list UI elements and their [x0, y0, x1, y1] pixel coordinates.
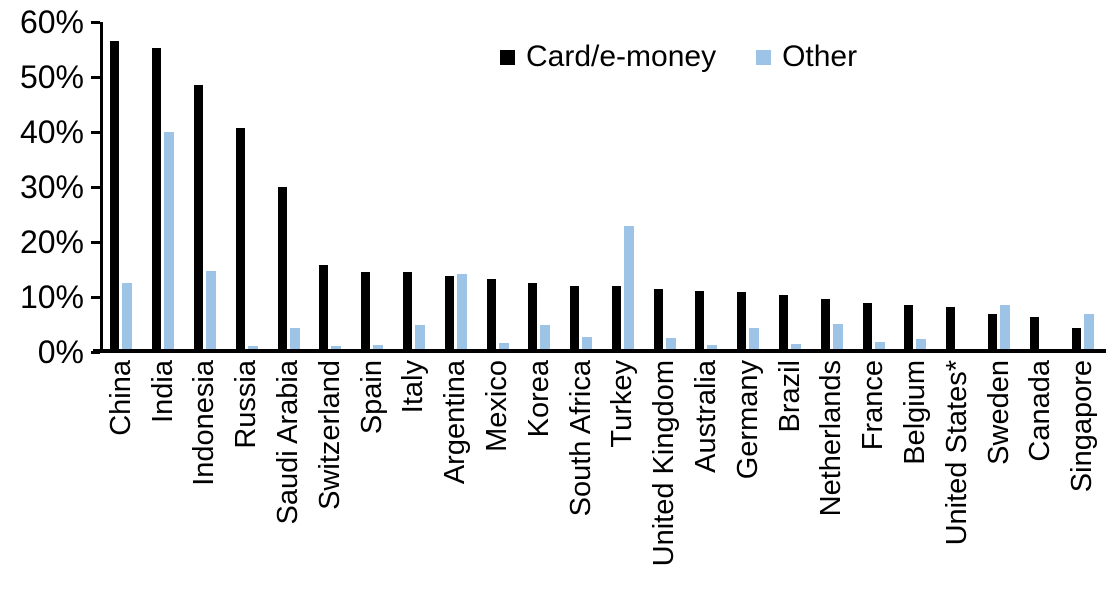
- bar-other: [456, 274, 467, 351]
- bar-other: [582, 337, 593, 351]
- y-axis-tick-label: 60%: [19, 4, 84, 40]
- x-axis-label: Australia: [689, 360, 722, 473]
- x-axis-label: France: [857, 360, 890, 451]
- x-axis-label: South Africa: [564, 360, 597, 517]
- y-axis-tick-label: 40%: [19, 114, 84, 150]
- bar-card-emoney: [444, 276, 454, 351]
- bar-other: [1083, 313, 1094, 351]
- y-axis-tick: [91, 295, 100, 299]
- bar-card-emoney: [1071, 328, 1081, 351]
- bar-other: [331, 346, 342, 351]
- x-axis-label: Spain: [355, 360, 388, 435]
- y-axis-tick-label: 10%: [19, 279, 84, 315]
- y-axis: [100, 22, 103, 352]
- x-axis-label: United Kingdom: [648, 360, 681, 567]
- bar-card-emoney: [402, 272, 412, 351]
- card-emoney-swatch-icon: [500, 49, 515, 65]
- bar-other: [791, 343, 802, 351]
- bar-card-emoney: [695, 291, 705, 351]
- x-axis-label: Belgium: [898, 360, 931, 465]
- x-axis-label: Indonesia: [188, 360, 221, 486]
- bar-other: [289, 328, 300, 351]
- bar-card-emoney: [110, 41, 120, 351]
- bar-card-emoney: [193, 84, 203, 351]
- x-axis-label: Singapore: [1066, 360, 1099, 493]
- bar-card-emoney: [779, 295, 789, 351]
- x-axis-label: Germany: [731, 360, 764, 480]
- bar-card-emoney: [611, 286, 621, 351]
- bar-card-emoney: [904, 305, 914, 351]
- x-axis-label: Saudi Arabia: [272, 360, 305, 525]
- bar-card-emoney: [319, 264, 329, 351]
- bar-other: [916, 339, 927, 351]
- x-axis: [93, 349, 1106, 353]
- y-axis-tick: [91, 130, 100, 134]
- bar-other: [373, 344, 384, 351]
- y-axis-tick-label: 0%: [37, 334, 84, 370]
- bar-other: [874, 342, 885, 351]
- bar-card-emoney: [737, 292, 747, 351]
- bar-card-emoney: [946, 307, 956, 351]
- bar-other: [414, 325, 425, 351]
- other-swatch-icon: [756, 49, 772, 65]
- x-axis-label: Italy: [397, 360, 430, 414]
- x-axis-label: Canada: [1024, 360, 1057, 462]
- y-axis-tick: [91, 75, 100, 79]
- bar-card-emoney: [820, 299, 830, 351]
- bar-other: [749, 328, 760, 351]
- y-axis-tick-label: 30%: [19, 169, 84, 205]
- legend-item-card-emoney: Card/e-money: [500, 40, 716, 74]
- x-axis-label: Sweden: [982, 360, 1015, 465]
- x-axis-label: China: [104, 360, 137, 436]
- x-axis-label: Korea: [522, 360, 555, 438]
- y-axis-tick-label: 20%: [19, 224, 84, 260]
- chart-legend: Card/e-money Other: [500, 40, 857, 74]
- bar-card-emoney: [1029, 317, 1039, 351]
- bar-other: [1000, 305, 1011, 351]
- bar-other: [623, 226, 634, 351]
- bar-card-emoney: [361, 271, 371, 351]
- x-axis-label: Russia: [230, 360, 263, 449]
- y-axis-tick-label: 50%: [19, 59, 84, 95]
- x-axis-label: Brazil: [773, 360, 806, 433]
- bar-card-emoney: [862, 302, 872, 351]
- bar-other: [540, 324, 551, 351]
- bar-card-emoney: [235, 127, 245, 351]
- bar-card-emoney: [653, 289, 663, 351]
- bar-card-emoney: [152, 47, 162, 351]
- x-axis-label: United States*: [940, 360, 973, 546]
- bar-other: [665, 338, 676, 351]
- x-axis-label: Netherlands: [815, 360, 848, 517]
- bar-other: [707, 344, 718, 351]
- legend-label-card-emoney: Card/e-money: [526, 40, 717, 73]
- x-axis-label: Switzerland: [313, 360, 346, 510]
- legend-item-other: Other: [756, 40, 857, 74]
- x-axis-label: Argentina: [439, 360, 472, 485]
- bar-card-emoney: [486, 278, 496, 351]
- bar-other: [164, 132, 175, 351]
- bar-other: [247, 345, 258, 351]
- bar-other: [498, 343, 509, 351]
- bar-other: [205, 270, 216, 351]
- bar-card-emoney: [988, 313, 998, 351]
- y-axis-tick: [91, 185, 100, 189]
- legend-label-other: Other: [782, 40, 858, 73]
- bar-card-emoney: [570, 285, 580, 351]
- y-axis-tick: [91, 240, 100, 244]
- y-axis-tick: [91, 20, 100, 24]
- bar-other: [832, 324, 843, 351]
- x-axis-label: India: [146, 360, 179, 423]
- bar-card-emoney: [528, 282, 538, 351]
- x-axis-label: Mexico: [481, 360, 514, 452]
- bar-other: [122, 282, 133, 351]
- bar-card-emoney: [277, 186, 287, 351]
- x-axis-label: Turkey: [606, 360, 639, 448]
